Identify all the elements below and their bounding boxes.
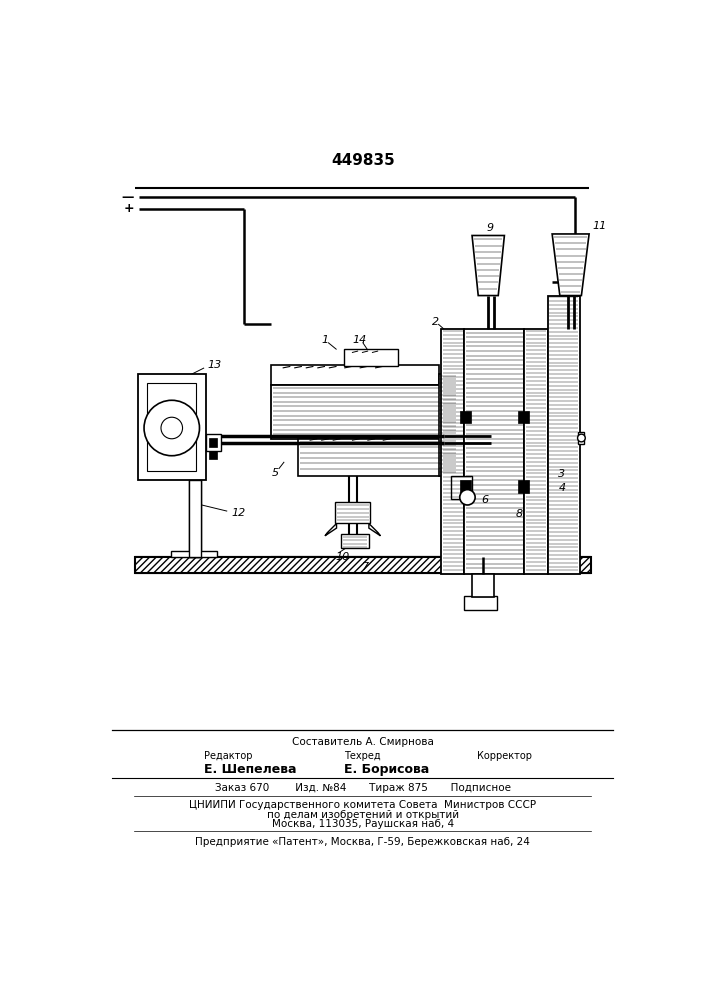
Polygon shape xyxy=(369,523,380,536)
Text: 7: 7 xyxy=(362,562,369,572)
Text: Корректор: Корректор xyxy=(477,751,532,761)
Bar xyxy=(460,411,471,423)
Text: 8: 8 xyxy=(515,509,522,519)
Circle shape xyxy=(578,434,585,442)
Text: Е. Шепелева: Е. Шепелева xyxy=(204,763,297,776)
Bar xyxy=(271,385,440,439)
Text: 4: 4 xyxy=(559,483,566,493)
Text: Е. Борисова: Е. Борисова xyxy=(344,763,429,776)
Bar xyxy=(439,374,456,476)
Text: 14: 14 xyxy=(353,335,367,345)
Text: Предприятие «Патент», Москва, Г-59, Бережковская наб, 24: Предприятие «Патент», Москва, Г-59, Бере… xyxy=(195,837,530,847)
Bar xyxy=(518,480,529,493)
Bar xyxy=(518,411,529,423)
Bar xyxy=(460,480,471,493)
Bar xyxy=(189,480,201,557)
Bar xyxy=(441,329,464,574)
Circle shape xyxy=(161,417,182,439)
Bar xyxy=(472,574,493,597)
Bar xyxy=(189,480,201,557)
Text: +: + xyxy=(124,202,134,215)
Bar xyxy=(464,329,525,574)
Bar xyxy=(464,596,497,610)
Text: ЦНИИПИ Государственного комитета Совета  Министров СССР: ЦНИИПИ Государственного комитета Совета … xyxy=(189,800,537,810)
Polygon shape xyxy=(325,523,337,536)
Text: 1: 1 xyxy=(322,335,329,345)
Text: Москва, 113035, Раушская наб, 4: Москва, 113035, Раушская наб, 4 xyxy=(271,819,454,829)
Bar xyxy=(147,383,197,471)
Bar xyxy=(450,476,472,499)
Text: Составитель А. Смирнова: Составитель А. Смирнова xyxy=(292,737,433,747)
Text: 5: 5 xyxy=(271,468,279,478)
Text: Техред: Техред xyxy=(344,751,381,761)
Bar xyxy=(209,451,217,459)
Circle shape xyxy=(144,400,199,456)
Bar xyxy=(135,557,590,573)
Bar xyxy=(171,551,217,557)
Text: 449835: 449835 xyxy=(331,153,395,168)
Text: по делам изобретений и открытий: по делам изобретений и открытий xyxy=(267,810,459,820)
Bar xyxy=(578,432,585,444)
Text: 9: 9 xyxy=(487,223,494,233)
Bar xyxy=(344,349,398,366)
Polygon shape xyxy=(552,234,589,296)
Bar xyxy=(547,296,580,574)
Bar xyxy=(341,534,369,548)
Polygon shape xyxy=(472,235,504,296)
Bar xyxy=(209,438,217,447)
Circle shape xyxy=(460,490,475,505)
Bar xyxy=(271,365,439,385)
Text: 3: 3 xyxy=(559,469,566,479)
Text: 10: 10 xyxy=(335,552,349,562)
Text: Редактор: Редактор xyxy=(204,751,252,761)
Bar xyxy=(335,502,370,523)
Text: 12: 12 xyxy=(231,508,245,518)
Bar xyxy=(206,434,221,451)
Bar xyxy=(298,439,443,476)
Text: Заказ 670        Изд. №84       Тираж 875       Подписное: Заказ 670 Изд. №84 Тираж 875 Подписное xyxy=(215,783,510,793)
Text: 6: 6 xyxy=(481,495,489,505)
Text: —: — xyxy=(122,191,134,204)
Bar xyxy=(525,329,547,574)
Text: 11: 11 xyxy=(592,221,607,231)
Bar xyxy=(138,374,206,480)
Text: 13: 13 xyxy=(207,360,221,370)
Text: 2: 2 xyxy=(431,317,438,327)
